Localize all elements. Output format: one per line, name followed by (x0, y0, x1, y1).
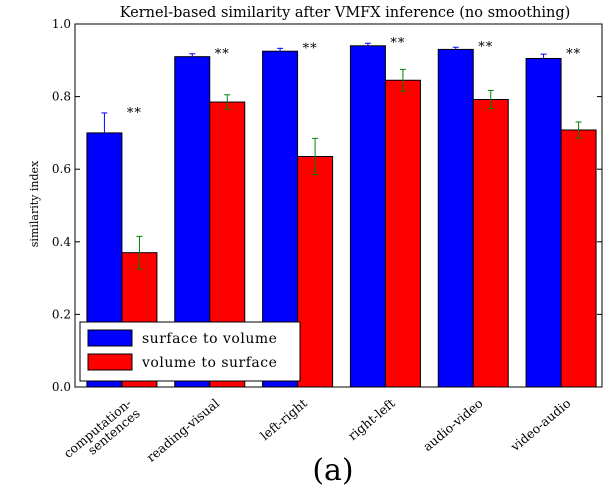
significance-marker: ** (566, 47, 581, 62)
y-tick-label: 0.8 (52, 90, 71, 104)
plot-frame (74, 23, 603, 388)
y-tick-label: 1.0 (52, 17, 71, 31)
bar-volume-to-surface (560, 129, 597, 388)
bar-volume-to-surface (472, 99, 509, 388)
bar-surface-to-volume (437, 48, 474, 388)
significance-marker: ** (478, 40, 493, 55)
x-tick-label-line: left-right (257, 395, 310, 443)
y-tick-label: 0.6 (52, 162, 71, 176)
y-tick-label: 0.2 (52, 307, 71, 321)
significance-marker: ** (127, 106, 142, 121)
legend-swatch (87, 329, 133, 347)
y-axis-label: similarity index (28, 160, 41, 247)
y-tick-label: 0.4 (52, 235, 71, 249)
x-tick-label: video-audio (507, 395, 574, 454)
legend-label: volume to surface (141, 355, 277, 371)
bar-volume-to-surface (297, 155, 334, 388)
significance-marker: ** (303, 41, 318, 56)
x-tick-label-line: right-left (345, 395, 398, 443)
legend-swatch (87, 353, 133, 371)
panel-label: (a) (312, 453, 353, 486)
chart-title: Kernel-based similarity after VMFX infer… (120, 5, 571, 21)
plot-area: 0.0 0.2 0.4 0.6 0.8 1.0 ** computation-sentence… (52, 17, 603, 470)
significance-marker: ** (215, 47, 230, 62)
x-tick-label-line: audio-video (420, 395, 486, 454)
x-tick-label-line: video-audio (507, 395, 574, 454)
legend-label: surface to volume (142, 331, 277, 347)
x-tick-label: audio-video (420, 395, 486, 454)
bar-surface-to-volume (525, 57, 562, 388)
x-tick-label-line: reading-visual (143, 395, 222, 464)
x-tick-label: computation-sentences (60, 395, 142, 470)
x-tick-label: left-right (257, 395, 310, 443)
x-tick-label: reading-visual (143, 395, 222, 464)
x-tick-label: right-left (345, 395, 398, 443)
bar-surface-to-volume (349, 45, 386, 388)
bar-volume-to-surface (384, 79, 421, 388)
y-tick-label: 0.0 (52, 380, 71, 394)
significance-marker: ** (390, 36, 405, 51)
